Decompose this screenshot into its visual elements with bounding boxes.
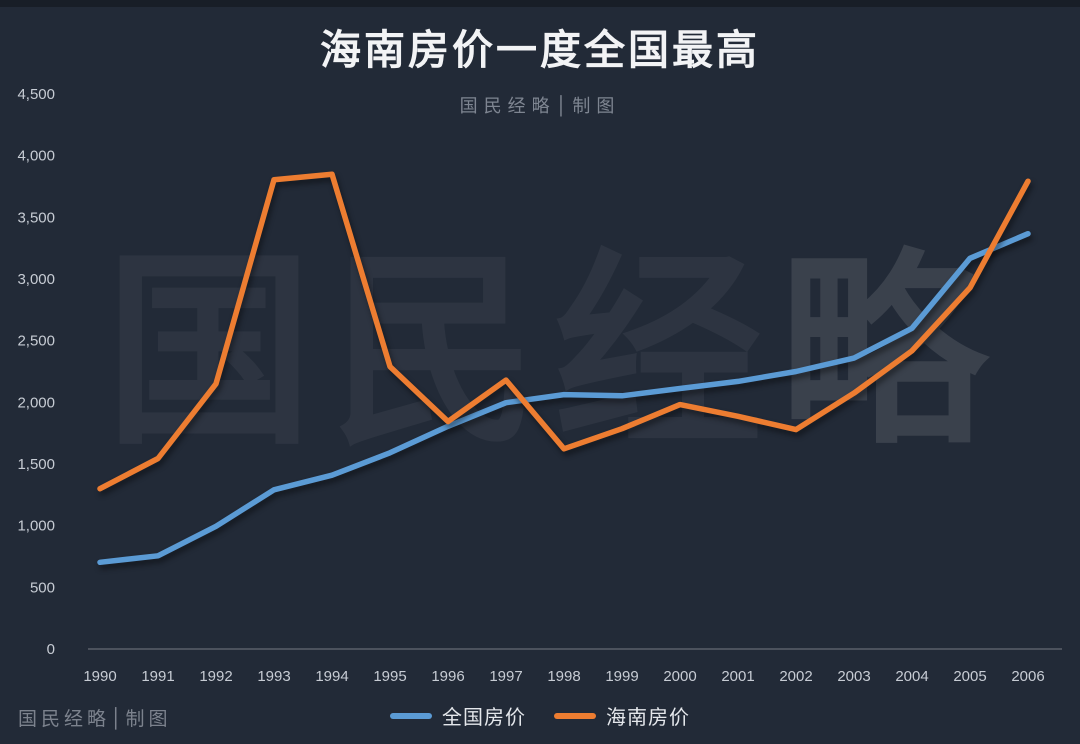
x-axis-tick-label: 2005 — [953, 668, 986, 685]
x-axis-tick-label: 1991 — [141, 668, 174, 685]
y-axis-tick-label: 1,500 — [17, 456, 55, 473]
x-axis-tick-label: 1990 — [83, 668, 116, 685]
y-axis-tick-label: 2,500 — [17, 333, 55, 350]
legend-item-national: 全国房价 — [390, 701, 526, 730]
x-axis-tick-label: 2001 — [721, 668, 754, 685]
x-axis-tick-label: 1992 — [199, 668, 232, 685]
x-axis-tick-label: 1997 — [489, 668, 522, 685]
legend-label-hainan: 海南房价 — [606, 705, 690, 729]
chart-subtitle: 国民经略│制图 — [459, 96, 621, 117]
series-line-hainan — [97, 171, 1031, 492]
y-axis-tick-label: 3,500 — [17, 209, 55, 226]
y-axis-tick-label: 2,000 — [17, 394, 55, 411]
x-axis-tick-label: 2003 — [837, 668, 870, 685]
y-axis-tick-label: 4,000 — [17, 148, 55, 165]
bottom-left-watermark: 国民经略│制图 — [18, 708, 172, 730]
legend-label-national: 全国房价 — [442, 705, 526, 729]
x-axis-tick-label: 1993 — [257, 668, 290, 685]
legend-swatch-national-icon — [390, 712, 432, 719]
y-axis-tick-label: 500 — [30, 579, 55, 596]
x-axis-tick-label: 1994 — [315, 668, 348, 685]
chart-legend: 全国房价 海南房价 — [0, 701, 1080, 730]
x-axis-tick-label: 1999 — [605, 668, 638, 685]
x-axis-tick-label: 2002 — [779, 668, 812, 685]
x-axis-tick-label: 2004 — [895, 668, 928, 685]
chart-title: 海南房价一度全国最高 — [320, 26, 760, 74]
y-axis-tick-label: 3,000 — [17, 271, 55, 288]
x-axis-tick-label: 1995 — [373, 668, 406, 685]
series-line-national — [97, 230, 1031, 566]
legend-item-hainan: 海南房价 — [554, 701, 690, 730]
y-axis-tick-label: 4,500 — [17, 86, 55, 103]
x-axis-tick-label: 2000 — [663, 668, 696, 685]
x-axis-tick-label: 2006 — [1011, 668, 1044, 685]
y-axis-tick-label: 1,000 — [17, 518, 55, 535]
x-axis-tick-label: 1998 — [547, 668, 580, 685]
legend-swatch-hainan-icon — [554, 712, 596, 719]
x-axis-tick-label: 1996 — [431, 668, 464, 685]
y-axis-tick-label: 0 — [47, 641, 55, 658]
top-border-strip — [0, 0, 1080, 7]
